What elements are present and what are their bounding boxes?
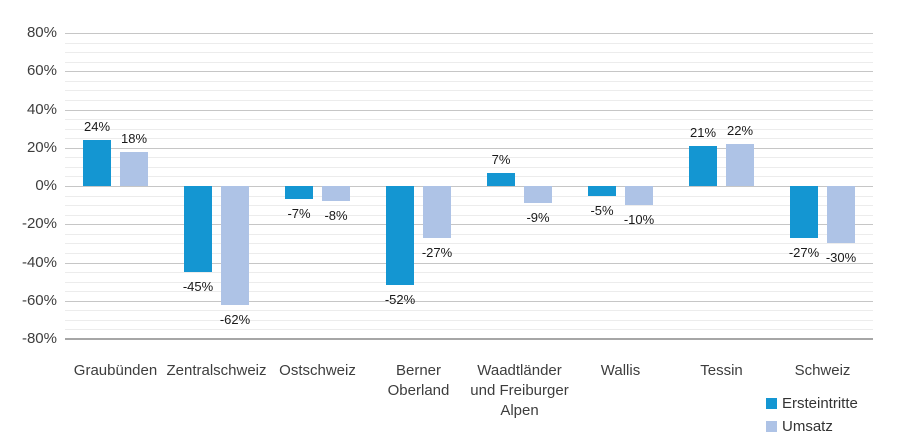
bar-value-label: 22% (726, 122, 754, 138)
gridline-minor (65, 157, 873, 159)
y-axis-tick-label: 40% (26, 100, 57, 118)
bar-umsatz (524, 186, 552, 204)
gridline-minor (65, 52, 873, 54)
gridline-major (65, 186, 873, 187)
bar-ersteintritte (588, 186, 616, 196)
gridline-minor (65, 329, 873, 331)
bar-ersteintritte (184, 186, 212, 273)
bar-value-label: -27% (788, 244, 820, 260)
gridline-major (65, 262, 873, 264)
legend-swatch-ersteintritte (766, 398, 777, 409)
category-label: Tessin (700, 362, 743, 379)
legend-swatch-umsatz (766, 421, 777, 432)
gridline-minor (65, 128, 873, 130)
bar-ersteintritte (83, 140, 111, 186)
gridline-minor (65, 138, 873, 140)
bar-umsatz (322, 186, 350, 202)
gridline-major (65, 300, 873, 302)
bar-ersteintritte (487, 172, 515, 186)
gridline-major (65, 33, 873, 34)
gridline-major (65, 224, 873, 226)
y-axis-tick-label: 80% (26, 24, 57, 41)
category-label: Zentralschweiz (166, 362, 267, 379)
bar-value-label: 7% (491, 151, 511, 167)
bar-value-label: -10% (623, 212, 655, 228)
bar-ersteintritte (790, 186, 818, 238)
gridline-minor (65, 319, 873, 321)
legend-label-ersteintritte: Ersteintritte (782, 395, 858, 412)
gridline-minor (65, 119, 873, 121)
gridline-minor (65, 166, 873, 168)
legend-item-umsatz: Umsatz (766, 415, 858, 438)
bar-value-label: -52% (384, 292, 416, 308)
bar-umsatz (423, 186, 451, 238)
y-axis-tick-label: 60% (26, 62, 57, 80)
bar-value-label: -5% (590, 202, 614, 218)
bar-value-label: -62% (219, 311, 251, 327)
gridline-minor (65, 90, 873, 92)
bar-umsatz (726, 143, 754, 186)
gridline-major (65, 147, 873, 149)
legend-label-umsatz: Umsatz (782, 418, 833, 435)
gridline-minor (65, 61, 873, 63)
gridline-minor (65, 205, 873, 207)
bar-value-label: -8% (324, 208, 348, 224)
bar-umsatz (221, 186, 249, 305)
category-label: Schweiz (794, 362, 851, 379)
y-axis-tick-label: -60% (21, 291, 57, 309)
gridline-minor (65, 80, 873, 82)
bar-value-label: 21% (689, 124, 717, 140)
gridline-minor (65, 272, 873, 274)
x-axis-line (65, 338, 873, 340)
gridline-minor (65, 42, 873, 44)
gridline-minor (65, 310, 873, 312)
bar-value-label: -9% (526, 210, 550, 226)
bar-ersteintritte (386, 186, 414, 286)
gridline-minor (65, 233, 873, 235)
category-label: Berner Oberland (387, 362, 450, 399)
y-axis-tick-label: -40% (21, 253, 57, 271)
gridline-minor (65, 195, 873, 197)
bar-value-label: -27% (421, 244, 453, 260)
y-axis-tick-label: -20% (21, 215, 57, 233)
bar-value-label: 18% (120, 130, 148, 146)
gridline-minor (65, 214, 873, 216)
gridline-major (65, 71, 873, 73)
category-label: Wallis (600, 362, 641, 379)
category-label: Graubünden (73, 362, 158, 379)
gridline-minor (65, 291, 873, 293)
gridline-minor (65, 281, 873, 283)
gridline-minor (65, 243, 873, 245)
bar-value-label: 24% (83, 119, 111, 135)
gridline-minor (65, 176, 873, 178)
bar-value-label: -7% (287, 206, 311, 222)
y-axis-tick-label: 0% (35, 177, 57, 194)
category-label: Ostschweiz (279, 362, 356, 379)
bar-value-label: -45% (182, 279, 214, 295)
bar-value-label: -30% (825, 250, 857, 266)
legend: Ersteintritte Umsatz (766, 392, 858, 438)
bar-ersteintritte (689, 145, 717, 186)
y-axis-tick-label: 20% (26, 138, 57, 156)
bar-umsatz (625, 186, 653, 206)
y-axis-tick-label: -80% (21, 330, 57, 347)
bar-umsatz (827, 186, 855, 244)
gridline-minor (65, 252, 873, 254)
category-label: Waadtländer und Freiburger Alpen (470, 362, 569, 419)
legend-item-ersteintritte: Ersteintritte (766, 392, 858, 415)
gridline-minor (65, 99, 873, 101)
bar-ersteintritte (285, 186, 313, 200)
gridline-major (65, 109, 873, 111)
bar-umsatz (120, 151, 148, 186)
